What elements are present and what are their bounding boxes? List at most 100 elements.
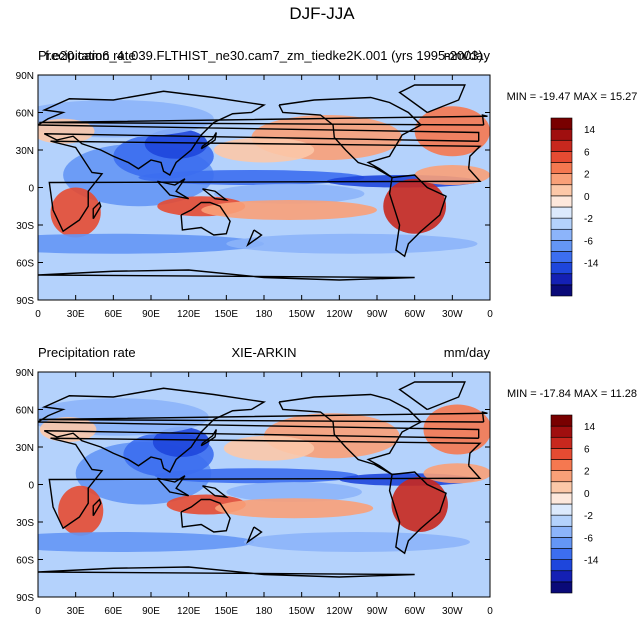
colorbar-label: 6 [584,444,590,455]
precip-field [38,75,490,300]
x-tick-label: 30E [67,606,85,617]
colorbar-swatch [550,284,573,297]
coastline [200,429,217,447]
panel-left-title: Precipitation rate [38,345,136,360]
x-tick-label: 0 [487,309,493,320]
x-tick-label: 60E [104,606,122,617]
precip-anomaly-region [383,178,447,234]
x-tick-label: 120W [326,606,353,617]
colorbar-swatch [550,448,573,460]
figure-title: DJF-JJA [289,4,355,23]
x-tick-label: 150W [289,606,316,617]
y-tick-label: 30S [16,221,34,232]
x-tick-label: 180 [256,309,273,320]
x-tick-label: 90E [142,309,160,320]
precip-anomaly-region [226,482,362,502]
coastline [92,498,102,517]
colorbar-swatch [550,425,573,438]
precip-anomaly-region [213,183,365,204]
coastline [388,174,447,258]
x-tick-label: 0 [35,309,41,320]
y-tick-label: 60N [16,109,34,120]
precip-anomaly-region [152,427,210,457]
map-panel-2: 0 30E 60E 90E 120E 150E 180 150W 120W 90W 60W 30W 09… [16,345,637,617]
x-tick-label: 180 [256,606,273,617]
y-tick-label: 60S [16,556,34,567]
colorbar-swatch [550,251,573,263]
colorbar-label: -14 [584,556,599,567]
precip-anomaly-region [215,498,374,519]
colorbar-label: 0 [584,192,590,203]
colorbar-swatch [550,217,573,230]
x-tick-label: 0 [487,606,493,617]
colorbar-swatch [550,184,573,197]
coastline [38,90,480,176]
coastline [38,387,480,473]
colorbar-swatch [550,581,573,594]
colorbar-swatch [550,228,573,241]
precip-anomaly-region [391,477,448,532]
coastline [202,188,229,201]
colorbar-swatch [550,195,573,208]
precip-anomaly-region [201,200,377,220]
panel-left-title: Precipitation rate [38,48,136,63]
colorbar-label: 14 [584,125,596,136]
x-tick-label: 0 [35,606,41,617]
x-tick-label: 90E [142,606,160,617]
colorbar-swatch [550,492,573,505]
precip-anomaly-region [423,463,490,484]
precip-anomaly-region [226,233,478,254]
y-tick-label: 90S [16,593,34,604]
x-tick-label: 90W [367,309,388,320]
precip-anomaly-region [38,233,264,254]
colorbar-swatch [550,559,573,572]
x-tick-label: 150E [215,606,239,617]
coastline [92,201,102,220]
x-tick-label: 120E [177,309,201,320]
coastline [246,229,263,247]
coastline [398,84,466,114]
coastline [156,475,190,497]
colorbar-swatch [550,514,573,527]
y-tick-label: 60S [16,259,34,270]
coastline [48,140,482,233]
min-max-stats: MIN = -17.84 MAX = 11.28 [507,388,637,400]
coastline [278,393,423,476]
coastline [398,381,466,411]
colorbar-swatch [550,262,573,275]
coastline [278,96,423,179]
colorbar-swatch [550,503,573,516]
x-tick-label: 60W [404,606,425,617]
colorbar-swatch [550,206,573,219]
colorbar-label: -6 [584,533,593,544]
coastline [156,178,190,200]
x-tick-label: 90W [367,606,388,617]
y-tick-label: 30S [16,518,34,529]
x-tick-label: 30W [442,309,463,320]
panel-center-title: XIE-ARKIN [231,345,296,360]
colorbar-swatch [550,162,573,174]
colorbar-label: 0 [584,489,590,500]
colorbar-swatch [550,470,573,483]
panel-right-title: mm/day [444,345,491,360]
colorbar-label: -6 [584,236,593,247]
colorbar-swatch [550,414,573,427]
x-tick-label: 120W [326,309,353,320]
colorbar-swatch [550,548,573,560]
precip-field [38,372,490,597]
coastline [38,269,415,281]
min-max-stats: MIN = -19.47 MAX = 15.27 [507,91,638,103]
coastline [39,114,488,126]
x-tick-label: 60E [104,309,122,320]
colorbar-label: -2 [584,214,593,225]
colorbar-swatch [550,173,573,186]
colorbar-label: 14 [584,422,596,433]
x-tick-label: 60W [404,309,425,320]
colorbar-swatch [550,459,573,471]
colorbar-swatch [550,481,573,494]
colorbar-swatch [550,273,573,286]
colorbar-swatch [550,139,573,152]
colorbar-label: -2 [584,511,593,522]
y-tick-label: 90N [16,71,34,82]
